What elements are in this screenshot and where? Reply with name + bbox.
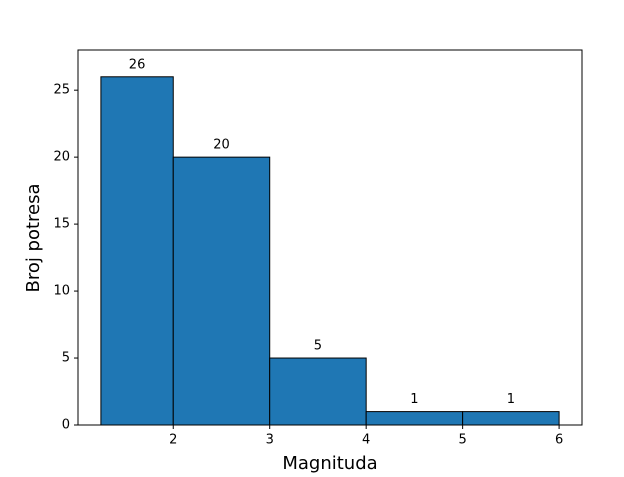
value-label: 20 xyxy=(213,138,230,153)
value-label: 5 xyxy=(314,339,322,354)
y-tick-label: 15 xyxy=(53,217,70,232)
y-tick-label: 20 xyxy=(53,150,70,165)
bar xyxy=(269,357,367,426)
value-label: 1 xyxy=(410,392,418,407)
x-tick-label: 6 xyxy=(555,433,563,448)
y-axis-label: Broj potresa xyxy=(23,183,44,292)
x-axis-label: Magnituda xyxy=(282,453,377,474)
plot-frame xyxy=(77,49,583,426)
x-tick-label: 3 xyxy=(266,433,274,448)
x-tick-label: 4 xyxy=(362,433,370,448)
y-tick-label: 10 xyxy=(53,284,70,299)
value-label: 26 xyxy=(129,57,146,72)
y-tick-label: 25 xyxy=(53,83,70,98)
bar xyxy=(365,411,464,426)
bar xyxy=(172,156,271,426)
x-tick-label: 5 xyxy=(458,433,466,448)
y-tick-label: 5 xyxy=(62,351,70,366)
bar xyxy=(100,76,174,426)
x-tick-label: 2 xyxy=(169,433,177,448)
bar xyxy=(462,411,560,426)
value-label: 1 xyxy=(507,392,515,407)
y-tick-label: 0 xyxy=(62,418,70,433)
